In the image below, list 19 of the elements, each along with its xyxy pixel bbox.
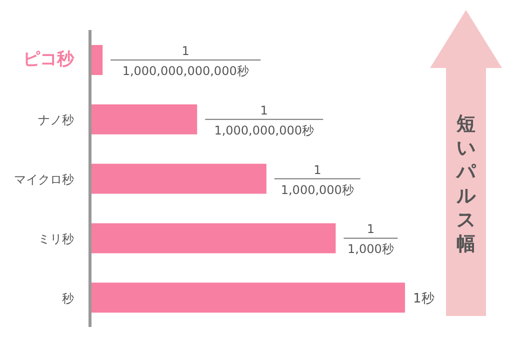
annotation: 1,000秒 — [348, 242, 394, 256]
annotation: 1 — [366, 222, 375, 236]
y-tick-label: マイクロ秒 — [14, 172, 74, 186]
annotation: 1 — [182, 44, 190, 58]
bar — [90, 282, 405, 313]
y-tick-label: 秒 — [62, 291, 74, 306]
annotation: 1,000,000秒 — [280, 182, 354, 197]
text: 短いパルス幅 — [454, 112, 477, 256]
bar — [90, 223, 336, 254]
annotation: 1,000,000,000,000秒 — [122, 64, 249, 78]
y-tick-label: ナノ秒 — [38, 113, 74, 128]
bar — [90, 164, 266, 194]
annotation: 1,000,000,000秒 — [214, 123, 314, 138]
y-tick-label: ミリ秒 — [38, 232, 74, 246]
annotation: 1秒 — [413, 292, 434, 307]
bar — [90, 104, 198, 134]
annotation: 1 — [260, 103, 268, 118]
annotation: 1 — [314, 162, 322, 177]
y-tick-label: ピコ秒 — [23, 50, 75, 70]
